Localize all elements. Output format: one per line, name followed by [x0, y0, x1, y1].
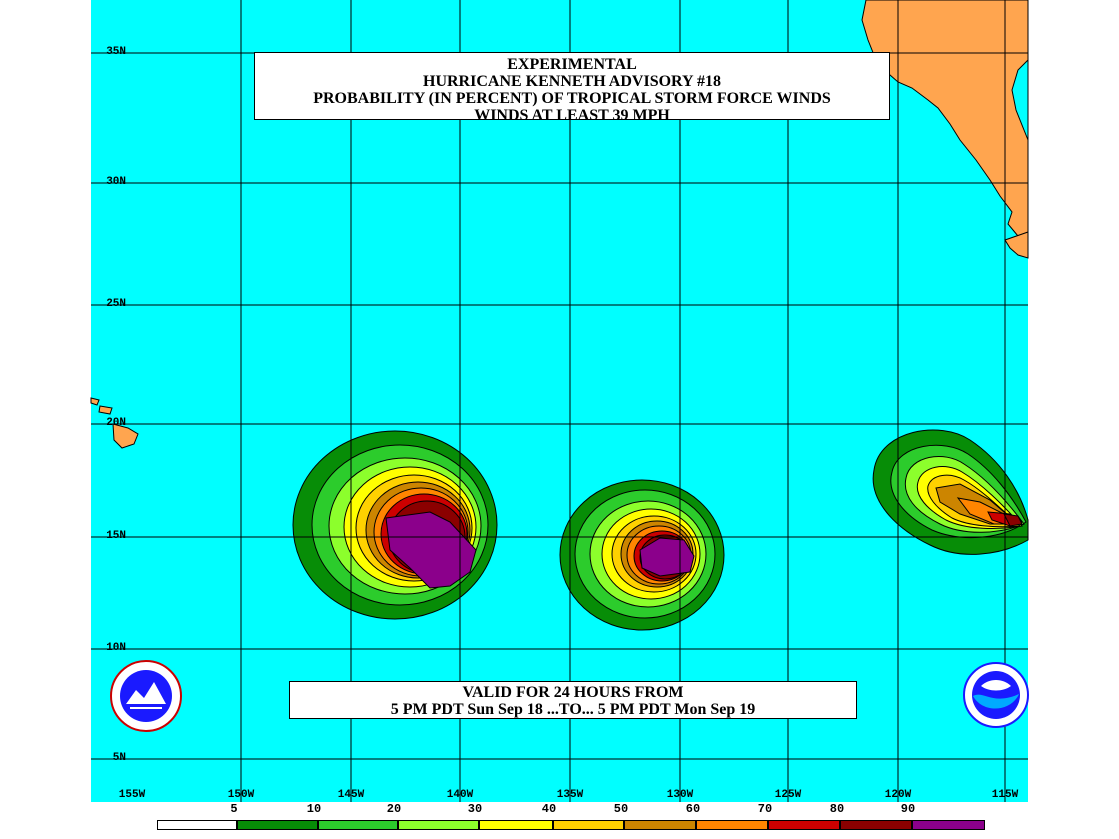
legend-label: 80 — [829, 802, 845, 816]
valid-line-2: 5 PM PDT Sun Sep 18 ...TO... 5 PM PDT Mo… — [390, 701, 756, 718]
valid-period-box: VALID FOR 24 HOURS FROM 5 PM PDT Sun Sep… — [289, 681, 857, 719]
lat-label: 20N — [106, 417, 126, 429]
lat-label: 35N — [106, 46, 126, 58]
legend-swatch — [157, 820, 237, 830]
lon-label: 130W — [666, 789, 694, 801]
lon-label: 145W — [337, 789, 365, 801]
title-line-3: PROBABILITY (IN PERCENT) OF TROPICAL STO… — [313, 90, 831, 107]
land-hawaii-big — [112, 423, 139, 449]
legend-label: 60 — [685, 802, 701, 816]
probability-area-3 — [872, 429, 1029, 555]
title-line-4: WINDS AT LEAST 39 MPH — [474, 107, 670, 124]
land-baja-tip — [1004, 231, 1029, 259]
probability-area-1 — [292, 430, 498, 620]
probability-area-2 — [559, 479, 725, 631]
lat-label: 5N — [112, 752, 126, 764]
legend-swatch — [318, 820, 398, 830]
gulf-of-california — [1011, 58, 1029, 141]
lon-label: 115W — [991, 789, 1019, 801]
legend-swatch — [840, 820, 912, 830]
legend-label: 5 — [230, 802, 238, 816]
legend-label: 70 — [757, 802, 773, 816]
legend-label: 90 — [900, 802, 916, 816]
title-box: EXPERIMENTAL HURRICANE KENNETH ADVISORY … — [254, 52, 890, 124]
legend-swatch — [553, 820, 624, 830]
legend-swatch — [696, 820, 768, 830]
lat-label: 15N — [106, 530, 126, 542]
lon-label: 125W — [774, 789, 802, 801]
legend-label: 40 — [541, 802, 557, 816]
title-line-2: HURRICANE KENNETH ADVISORY #18 — [423, 73, 721, 90]
land-hawaii-oahu — [90, 397, 100, 406]
lon-label: 120W — [884, 789, 912, 801]
lon-label: 135W — [556, 789, 584, 801]
title-line-1: EXPERIMENTAL — [507, 56, 637, 73]
land-hawaii-maui — [98, 405, 113, 415]
legend-swatch — [479, 820, 553, 830]
legend-swatch — [768, 820, 840, 830]
legend-label: 20 — [386, 802, 402, 816]
legend-swatch — [398, 820, 479, 830]
ocean-area — [91, 0, 1028, 802]
legend-swatch — [237, 820, 318, 830]
lon-label: 150W — [227, 789, 255, 801]
lat-label: 25N — [106, 298, 126, 310]
legend-label: 10 — [306, 802, 322, 816]
legend-label: 50 — [613, 802, 629, 816]
nws-logo-icon — [110, 660, 182, 732]
lon-label: 140W — [446, 789, 474, 801]
lat-label: 10N — [106, 642, 126, 654]
legend-swatch — [624, 820, 696, 830]
valid-line-1: VALID FOR 24 HOURS FROM — [462, 684, 684, 701]
legend-swatch — [912, 820, 985, 830]
lon-label: 155W — [118, 789, 146, 801]
legend-label: 30 — [467, 802, 483, 816]
lat-label: 30N — [106, 176, 126, 188]
noaa-logo-icon — [963, 662, 1029, 728]
